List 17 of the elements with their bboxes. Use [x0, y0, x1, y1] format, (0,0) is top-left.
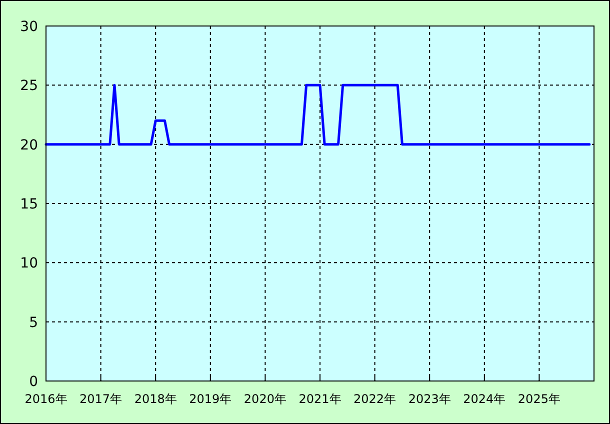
y-tick-label: 5	[29, 314, 38, 331]
y-tick-label: 20	[20, 137, 38, 154]
y-tick-label: 30	[20, 19, 38, 35]
y-tick-label: 15	[20, 196, 38, 212]
x-tick-label: 2019年	[189, 392, 232, 406]
x-tick-label: 2020年	[244, 392, 286, 406]
x-tick-label: 2023年	[408, 392, 451, 406]
y-tick-label: 10	[20, 256, 38, 272]
y-tick-label: 25	[20, 78, 38, 94]
x-tick-label: 2017年	[80, 392, 122, 406]
x-tick-label: 2018年	[134, 392, 177, 406]
x-tick-label: 2022年	[354, 392, 396, 406]
x-tick-label: 2024年	[463, 392, 506, 406]
x-tick-label: 2021年	[298, 392, 342, 406]
y-tick-label: 0	[29, 374, 38, 390]
x-tick-label: 2025年	[518, 392, 560, 406]
x-tick-label: 2016年	[24, 392, 68, 406]
